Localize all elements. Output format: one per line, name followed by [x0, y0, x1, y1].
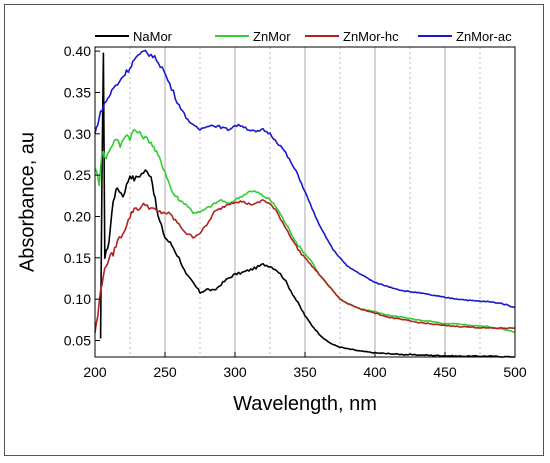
y-tick-label: 0.25	[64, 167, 91, 183]
legend-label-namor: NaMor	[133, 29, 173, 44]
x-tick-label: 400	[363, 364, 387, 380]
x-tick-label: 300	[223, 364, 247, 380]
y-axis-title: Absorbance, au	[16, 132, 38, 272]
y-tick-label: 0.10	[64, 291, 91, 307]
series-line-namor	[99, 52, 515, 358]
x-tick-label: 450	[433, 364, 457, 380]
legend-label-znmor: ZnMor	[253, 29, 291, 44]
legend-label-znmor-ac: ZnMor-ac	[456, 29, 512, 44]
legend-label-znmor-hc: ZnMor-hc	[343, 29, 399, 44]
x-axis-title: Wavelength, nm	[233, 393, 377, 415]
y-tick-label: 0.20	[64, 208, 91, 224]
figure-frame	[4, 4, 544, 456]
y-tick-label: 0.05	[64, 332, 91, 348]
y-tick-label: 0.30	[64, 126, 91, 142]
legend: NaMor ZnMor ZnMor-hc ZnMor-ac	[95, 29, 512, 44]
y-tick-label: 0.40	[64, 43, 91, 59]
gridlines	[129, 47, 481, 357]
series-line-znmor-hc	[94, 199, 516, 334]
series-line-znmor	[94, 128, 516, 333]
series-layer	[94, 49, 516, 358]
y-tick-label: 0.15	[64, 250, 91, 266]
y-tick-label: 0.35	[64, 84, 91, 100]
x-tick-label: 500	[503, 364, 527, 380]
x-tick-label: 250	[153, 364, 177, 380]
series-line-znmor-ac	[94, 49, 516, 309]
x-tick-label: 350	[293, 364, 317, 380]
axis-ticks: 200 250 300 350 400 450 500 0.05 0.10 0.15 0.20 0.2…	[64, 43, 527, 380]
x-tick-label: 200	[83, 364, 107, 380]
